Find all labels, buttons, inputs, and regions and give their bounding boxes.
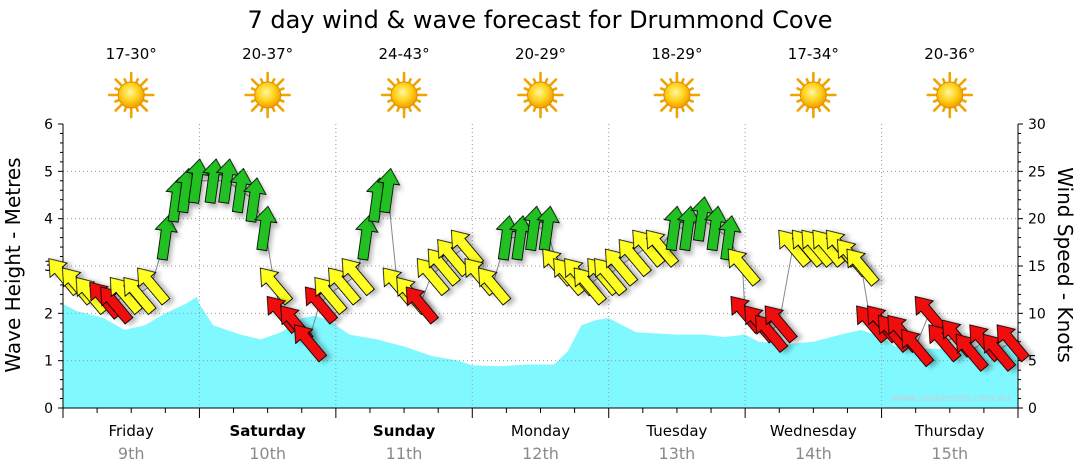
y-tick-label-left: 0 <box>44 401 53 417</box>
sun-icon <box>653 71 701 119</box>
wind-arrow <box>185 158 210 204</box>
day-date-label: 10th <box>249 444 286 463</box>
day-temperature: 17-34° <box>788 45 839 63</box>
day-name-label: Saturday <box>229 422 306 440</box>
y-tick-label-right: 5 <box>1028 354 1037 370</box>
sun-icon <box>107 71 155 119</box>
wind-arrow <box>154 215 178 261</box>
wind-arrow <box>293 324 328 363</box>
wind-arrow <box>137 267 171 306</box>
day-name-label: Tuesday <box>645 422 707 440</box>
wind-arrow <box>846 248 880 287</box>
wind-arrow <box>376 167 401 214</box>
wind-arrow <box>645 229 680 268</box>
chart-title: 7 day wind & wave forecast for Drummond … <box>247 6 832 34</box>
day-date-label: 11th <box>386 444 423 463</box>
y-axis-label-right: Wind Speed - Knots <box>1053 167 1077 363</box>
y-tick-label-right: 25 <box>1028 164 1046 180</box>
y-tick-label-left: 3 <box>44 259 53 275</box>
y-tick-label-left: 6 <box>44 117 53 133</box>
wind-arrow <box>996 324 1030 363</box>
wind-arrow <box>901 329 935 368</box>
watermark: www.seabreeze.com.au <box>892 393 1010 404</box>
day-temperature: 24-43° <box>379 45 430 63</box>
day-date-label: 13th <box>659 444 696 463</box>
day-date-label: 9th <box>118 444 145 463</box>
sun-icon <box>380 71 428 119</box>
y-tick-label-right: 30 <box>1028 117 1046 133</box>
day-temperature: 20-29° <box>515 45 566 63</box>
day-temperature: 20-36° <box>924 45 975 63</box>
day-date-label: 12th <box>522 444 559 463</box>
sun-icon <box>244 71 291 119</box>
y-axis-label-left: Wave Height - Metres <box>1 157 25 372</box>
wind-arrow <box>717 215 742 261</box>
wind-arrow <box>405 286 440 325</box>
y-tick-label-right: 10 <box>1028 306 1046 322</box>
day-temperature: 18-29° <box>651 45 702 63</box>
y-tick-label-left: 5 <box>44 164 53 180</box>
day-date-label: 14th <box>795 444 832 463</box>
wind-arrow <box>727 248 762 287</box>
y-tick-label-right: 15 <box>1028 259 1046 275</box>
sun-icon <box>790 71 837 119</box>
day-temperature: 17-30° <box>106 45 157 63</box>
wind-arrow <box>341 258 375 297</box>
day-name-label: Monday <box>511 422 570 440</box>
wind-arrow <box>478 267 512 306</box>
day-date-label: 15th <box>931 444 968 463</box>
wind-arrow <box>355 215 379 261</box>
y-tick-label-left: 2 <box>44 306 53 322</box>
y-tick-label-right: 20 <box>1028 212 1046 228</box>
sun-icon <box>926 71 974 119</box>
wind-arrow <box>764 305 798 344</box>
wind-arrow <box>243 177 267 223</box>
y-tick-label-right: 0 <box>1028 401 1037 417</box>
wind-arrow <box>259 267 294 306</box>
day-name-label: Friday <box>108 422 154 440</box>
y-tick-label-left: 1 <box>44 354 53 370</box>
day-temperature: 20-37° <box>242 45 293 63</box>
wind-arrow <box>254 205 278 252</box>
sun-icon <box>517 71 564 119</box>
y-tick-label-left: 4 <box>44 212 53 228</box>
day-name-label: Thursday <box>914 422 985 440</box>
day-name-label: Wednesday <box>770 422 857 440</box>
day-name-label: Sunday <box>373 422 436 440</box>
